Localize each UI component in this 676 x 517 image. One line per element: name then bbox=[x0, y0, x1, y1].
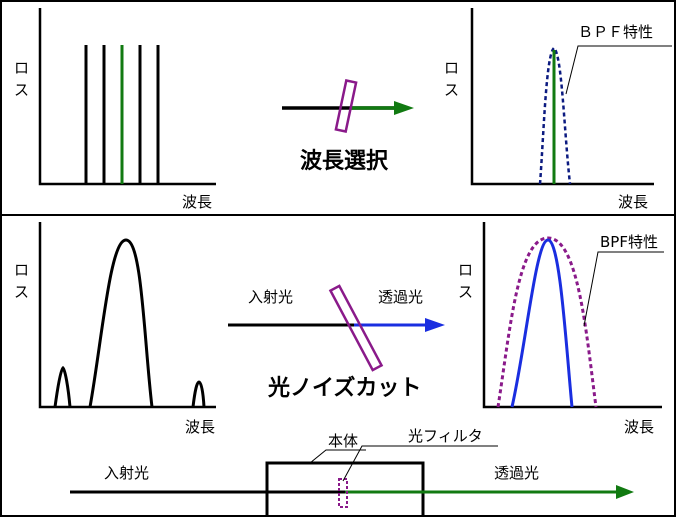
device-schematic: 入射光 透過光 本体 光フィルタ bbox=[70, 427, 634, 517]
y-axis-label-part: ス bbox=[14, 283, 29, 301]
middle-left-axes bbox=[38, 222, 216, 409]
body-label: 本体 bbox=[328, 432, 358, 450]
callout-leader bbox=[583, 251, 664, 327]
y-axis-label-part: ス bbox=[14, 81, 29, 99]
small-noise-peak bbox=[53, 365, 72, 408]
middle-center: 入射光 透過光 光ノイズカット bbox=[228, 284, 445, 401]
small-noise-peak bbox=[191, 380, 206, 408]
middle-left-chart: ロ ス 波長 bbox=[14, 222, 216, 436]
function-title: 波長選択 bbox=[300, 149, 389, 174]
y-axis-label-part: ロ bbox=[14, 261, 29, 279]
top-left-chart: ロ ス 波長 bbox=[14, 8, 216, 211]
arrow-head bbox=[394, 101, 414, 115]
x-axis-label: 波長 bbox=[185, 418, 215, 436]
body-leader bbox=[309, 449, 366, 464]
middle-right-axes bbox=[482, 222, 662, 409]
callout-label: ＢＰＦ特性 bbox=[578, 23, 653, 41]
top-right-chart: ＢＰＦ特性 ロ ス 波長 bbox=[444, 8, 672, 211]
x-axis-label: 波長 bbox=[624, 418, 654, 436]
filter-element bbox=[334, 79, 358, 133]
filter-leader bbox=[342, 445, 498, 482]
middle-right-chart: BPF特性 ロ ス 波長 bbox=[458, 222, 664, 436]
top-center: 波長選択 bbox=[282, 79, 414, 174]
transmitted-light-label: 透過光 bbox=[378, 288, 423, 306]
top-left-axes bbox=[38, 8, 216, 186]
function-title: 光ノイズカット bbox=[267, 375, 421, 401]
main-peak bbox=[88, 238, 154, 408]
bottom-panel-frame bbox=[0, 214, 676, 517]
incident-light-label: 入射光 bbox=[104, 464, 149, 482]
bpf-curve bbox=[496, 236, 598, 408]
arrow-head bbox=[616, 485, 634, 499]
y-axis-label-part: ロ bbox=[14, 59, 29, 77]
y-axis-label-part: ス bbox=[458, 283, 473, 301]
y-axis-label-part: ス bbox=[444, 81, 459, 99]
filter-element bbox=[328, 284, 384, 372]
device-body bbox=[265, 461, 425, 517]
top-right-axes bbox=[470, 8, 654, 186]
y-axis-label-part: ロ bbox=[444, 59, 459, 77]
transmitted-light-label: 透過光 bbox=[494, 464, 539, 482]
x-axis-label: 波長 bbox=[182, 193, 212, 211]
callout-label: BPF特性 bbox=[600, 233, 658, 251]
y-axis-label-part: ロ bbox=[458, 261, 473, 279]
filter-label: 光フィルタ bbox=[408, 427, 483, 445]
bpf-curve bbox=[538, 46, 572, 185]
x-axis-label: 波長 bbox=[618, 193, 648, 211]
arrow-head bbox=[425, 318, 445, 332]
optical-filter bbox=[338, 478, 348, 508]
incident-light-label: 入射光 bbox=[248, 288, 293, 306]
filtered-peak bbox=[510, 238, 574, 408]
callout-leader bbox=[565, 45, 672, 95]
